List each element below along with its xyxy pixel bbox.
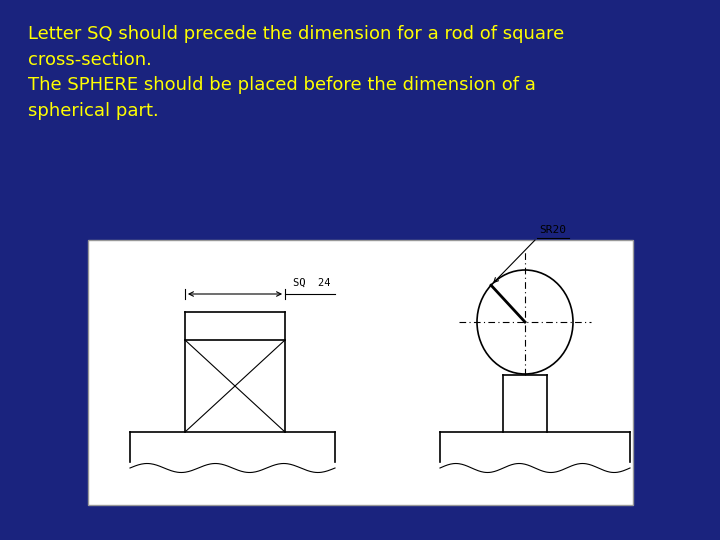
Text: Letter SQ should precede the dimension for a rod of square
cross-section.
The SP: Letter SQ should precede the dimension f… bbox=[28, 25, 564, 120]
Text: SR20: SR20 bbox=[539, 225, 567, 235]
Bar bbox=[88, 240, 633, 505]
Text: SQ  24: SQ 24 bbox=[293, 278, 330, 288]
